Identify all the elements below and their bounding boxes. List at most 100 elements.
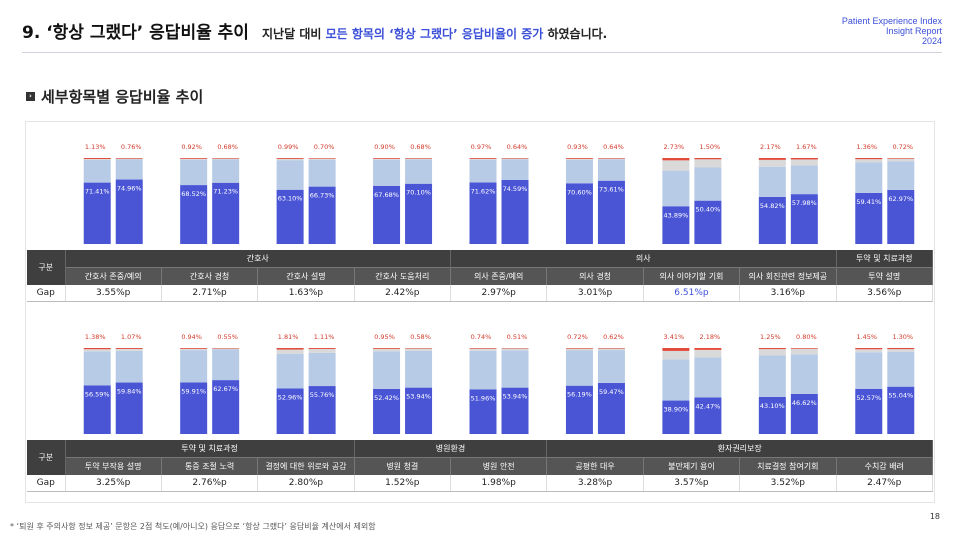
never-value-label: 1.07%	[121, 333, 142, 341]
bar-sometimes	[308, 158, 336, 160]
bar-often	[790, 165, 818, 195]
bar-never	[758, 348, 786, 350]
gap-value: 3.25%p	[65, 475, 162, 492]
item-header: 간호사 경청	[161, 267, 259, 285]
always-value-label: 70.60%	[567, 188, 592, 196]
bar-often	[597, 350, 625, 383]
bar-never	[662, 348, 690, 351]
bar-sometimes	[373, 348, 401, 352]
bar-never	[887, 158, 915, 159]
gap-value-highlight: 6.51%p	[643, 285, 741, 302]
bar-sometimes	[212, 158, 240, 160]
bar-often	[276, 160, 304, 190]
detail-table-1: 구분 간호사 의사 투약 및 치료과정 간호사 존중/예의 간호사 경청 간호사…	[27, 250, 933, 302]
never-value-label: 0.72%	[892, 143, 913, 151]
bar-often	[276, 353, 304, 389]
bar-often	[790, 354, 818, 394]
bar-often	[212, 159, 240, 183]
bar-always	[758, 396, 786, 434]
bar-sometimes	[83, 158, 111, 161]
bar-often	[662, 359, 690, 401]
bar-sometimes	[790, 348, 818, 355]
bar-often	[758, 166, 786, 197]
always-value-label: 67.68%	[374, 191, 399, 199]
bar-sometimes	[790, 159, 818, 166]
gap-value: 2.42%p	[354, 285, 452, 302]
item-header: 병원 청결	[354, 457, 452, 475]
bar-never	[855, 158, 883, 160]
always-value-label: 59.41%	[856, 198, 881, 206]
always-value-label: 50.40%	[695, 206, 720, 214]
never-value-label: 0.93%	[567, 143, 588, 151]
page-title: 9. ‘항상 그랬다’ 응답비율 추이	[22, 23, 249, 43]
brand-line-1: Patient Experience Index	[841, 16, 942, 26]
item-header: 간호사 설명	[257, 267, 355, 285]
never-value-label: 0.68%	[410, 143, 431, 151]
item-header: 간호사 존중/예의	[65, 267, 162, 285]
bar-always	[597, 382, 625, 434]
bar-always	[501, 179, 529, 244]
gap-value: 3.16%p	[739, 285, 837, 302]
group-header: 환자권리보장	[546, 440, 933, 458]
detail-table-2: 구분 투약 및 치료과정 병원환경 환자권리보장 투약 부작용 설명 통증 조절…	[27, 440, 933, 492]
bar-often	[115, 159, 143, 180]
never-value-label: 0.72%	[567, 333, 588, 341]
always-value-label: 52.96%	[278, 393, 303, 401]
never-value-label: 1.81%	[278, 333, 299, 341]
bar-sometimes	[501, 348, 529, 351]
bar-sometimes	[83, 349, 111, 352]
bar-never	[308, 348, 336, 349]
never-value-label: 0.62%	[603, 333, 624, 341]
group-header: 병원환경	[354, 440, 548, 458]
bar-never	[790, 158, 818, 160]
header-divider	[22, 52, 942, 53]
always-value-label: 55.76%	[310, 391, 335, 399]
bar-sometimes	[212, 348, 240, 350]
bar-never	[373, 158, 401, 159]
gap-value: 1.98%p	[450, 475, 548, 492]
bar-sometimes	[758, 349, 786, 356]
gap-row-label: Gap	[27, 285, 66, 302]
bar-sometimes	[469, 158, 497, 160]
bar-always	[469, 389, 497, 434]
always-value-label: 42.47%	[695, 402, 720, 410]
bar-always	[790, 393, 818, 434]
bar-sometimes	[469, 348, 497, 351]
bar-never	[597, 158, 625, 159]
bar-always	[694, 200, 722, 244]
bar-sometimes	[276, 158, 304, 161]
never-value-label: 1.45%	[856, 333, 877, 341]
item-header: 통증 조절 노력	[161, 457, 259, 475]
subtitle-pre: 지난달 대비	[262, 27, 322, 41]
brand-line-2: Insight Report	[885, 26, 942, 36]
chart-frame	[25, 121, 935, 503]
item-header: 병원 안전	[450, 457, 548, 475]
gap-value: 1.63%p	[257, 285, 355, 302]
group-header: 투약 및 치료과정	[65, 440, 355, 458]
item-header: 의사 경청	[546, 267, 644, 285]
bar-often	[373, 159, 401, 186]
section-title: 세부항목별 응답비율 추이	[41, 88, 204, 106]
never-value-label: 0.99%	[278, 143, 299, 151]
never-value-label: 0.55%	[217, 333, 238, 341]
item-header: 의사 존중/예의	[450, 267, 548, 285]
bar-sometimes	[565, 348, 593, 351]
bar-always	[662, 400, 690, 434]
item-header: 의사 이야기할 기회	[643, 267, 741, 285]
bar-often	[469, 159, 497, 183]
bar-always	[180, 382, 208, 434]
bar-often	[469, 350, 497, 390]
item-header: 불만제기 용이	[643, 457, 741, 475]
never-value-label: 0.68%	[217, 143, 238, 151]
bar-sometimes	[758, 159, 786, 167]
always-value-label: 74.96%	[117, 185, 142, 193]
always-value-label: 59.91%	[181, 387, 206, 395]
subtitle-highlight: 모든 항목의 ‘항상 그랬다’ 응답비율이 증가	[325, 27, 544, 41]
never-value-label: 0.74%	[471, 333, 492, 341]
bar-never	[115, 158, 143, 159]
always-value-label: 57.98%	[792, 199, 817, 207]
bar-sometimes	[597, 158, 625, 160]
always-value-label: 71.23%	[213, 188, 238, 196]
bar-never	[83, 158, 111, 159]
bar-always	[501, 387, 529, 434]
